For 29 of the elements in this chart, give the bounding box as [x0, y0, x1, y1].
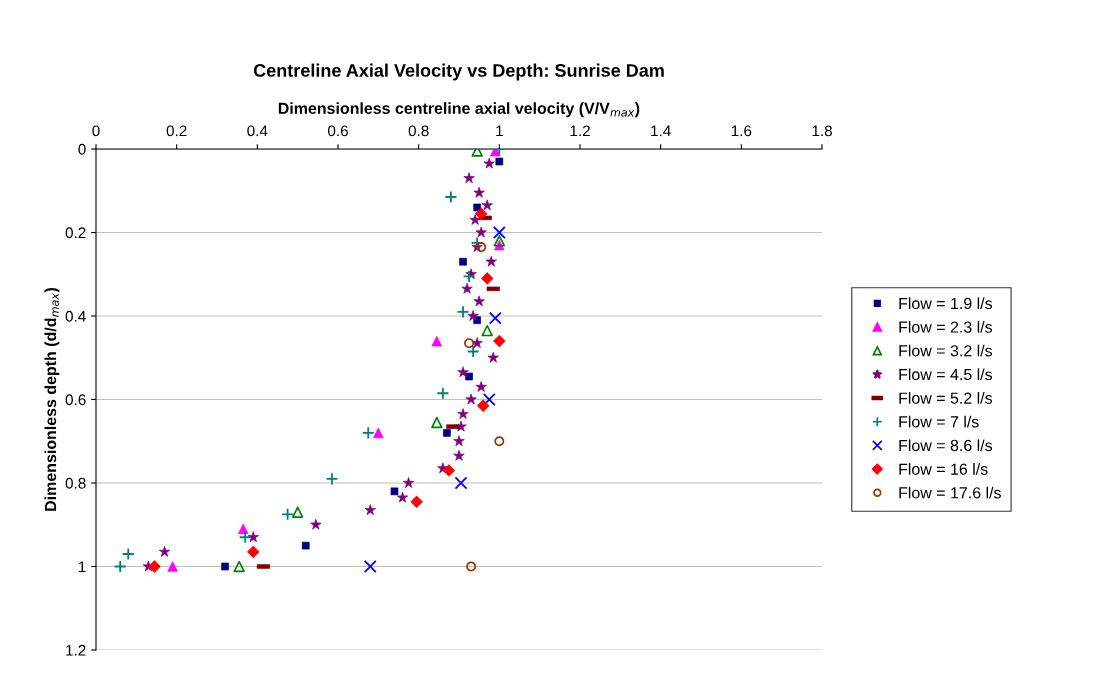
x-tick-label: 0	[92, 125, 100, 137]
x-tick-label: 0.6	[327, 125, 348, 137]
y-tick-label: 0.2	[65, 227, 86, 239]
legend-label: Flow = 7 l/s	[899, 415, 979, 428]
legend-label: Flow = 8.6 l/s	[899, 439, 993, 452]
legend-label: Flow = 2.3 l/s	[899, 321, 993, 333]
y-tick-label: 1.2	[66, 644, 86, 656]
y-tick-label: 0.8	[65, 477, 86, 489]
legend-label: Flow = 4.5 l/s	[899, 368, 993, 381]
x-axis-title: Dimensionless centreline axial velocity (V/V$_{max}$)	[278, 102, 640, 118]
legend-label: Flow = 17.6 l/s	[899, 486, 1001, 499]
legend-label: Flow = 16 l/s	[899, 463, 988, 475]
legend-label: Flow = 5.2 l/s	[899, 392, 993, 404]
legend-label: Flow = 3.2 l/s	[899, 344, 993, 357]
y-tick-label: 0	[78, 143, 86, 155]
x-tick-label: 1.6	[731, 125, 752, 137]
legend-label: Flow = 1.9 l/s	[899, 297, 993, 310]
x-tick-label: 1	[496, 125, 503, 137]
x-tick-label: 1.2	[570, 125, 590, 137]
y-tick-label: 0.4	[65, 310, 86, 322]
x-tick-label: 0.4	[247, 125, 268, 137]
x-tick-label: 0.2	[166, 125, 187, 137]
x-tick-label: 0.8	[408, 125, 429, 137]
x-tick-label: 1.4	[651, 125, 671, 137]
x-tick-label: 1.8	[812, 125, 832, 137]
y-axis-title: Dimensionless depth (d/d$_{max}$)	[44, 288, 60, 511]
chart-title: Centreline Axial Velocity vs Depth: Sunrise Dam	[253, 63, 664, 81]
y-tick-label: 1	[78, 561, 86, 573]
y-tick-label: 0.6	[65, 394, 86, 406]
